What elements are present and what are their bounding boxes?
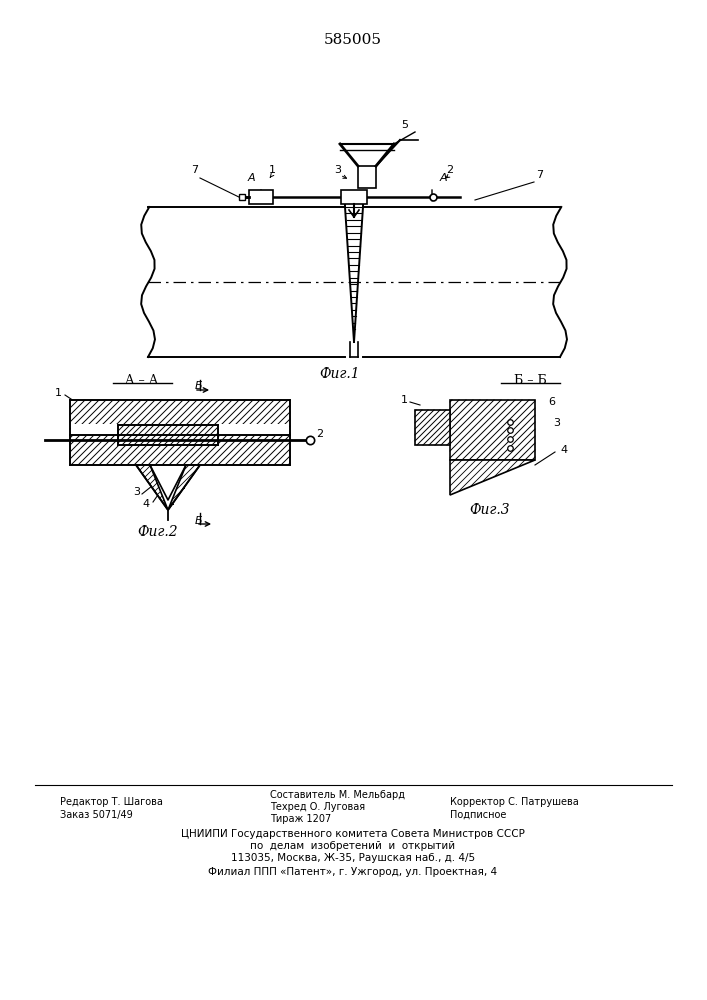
Text: А – А: А – А xyxy=(125,373,158,386)
Text: 585005: 585005 xyxy=(324,33,382,47)
PathPatch shape xyxy=(136,465,168,510)
Bar xyxy=(358,166,376,188)
Text: 3: 3 xyxy=(334,165,341,175)
Text: 113035, Москва, Ж-35, Раушская наб., д. 4/5: 113035, Москва, Ж-35, Раушская наб., д. … xyxy=(231,853,475,863)
Bar xyxy=(450,400,535,460)
Text: 2: 2 xyxy=(316,429,323,439)
Text: Корректор С. Патрушева: Корректор С. Патрушева xyxy=(450,797,579,807)
PathPatch shape xyxy=(450,460,535,495)
Text: 3: 3 xyxy=(133,487,140,497)
Text: 7: 7 xyxy=(537,170,544,180)
Text: 2: 2 xyxy=(446,165,454,175)
Text: Фиг.2: Фиг.2 xyxy=(138,525,178,539)
Text: Тираж 1207: Тираж 1207 xyxy=(270,814,332,824)
Text: Б – Б: Б – Б xyxy=(513,373,547,386)
Bar xyxy=(415,410,450,445)
Text: 1: 1 xyxy=(55,388,62,398)
Text: ЦНИИПИ Государственного комитета Совета Министров СССР: ЦНИИПИ Государственного комитета Совета … xyxy=(181,829,525,839)
Text: Фиг.1: Фиг.1 xyxy=(320,367,361,381)
Text: 7: 7 xyxy=(192,165,199,175)
Text: Подписное: Подписное xyxy=(450,810,506,820)
Text: Техред О. Луговая: Техред О. Луговая xyxy=(270,802,365,812)
Text: Б: Б xyxy=(195,516,203,526)
Text: 4: 4 xyxy=(560,445,567,455)
Bar xyxy=(239,194,245,200)
Bar xyxy=(70,435,290,465)
Text: по  делам  изобретений  и  открытий: по делам изобретений и открытий xyxy=(250,841,455,851)
Text: Составитель М. Мельбард: Составитель М. Мельбард xyxy=(270,790,405,800)
Text: Филиал ППП «Патент», г. Ужгород, ул. Проектная, 4: Филиал ППП «Патент», г. Ужгород, ул. Про… xyxy=(209,867,498,877)
Text: Заказ 5071/49: Заказ 5071/49 xyxy=(60,810,133,820)
Text: 4: 4 xyxy=(143,499,150,509)
Text: 1: 1 xyxy=(401,395,408,405)
Text: 3: 3 xyxy=(553,418,560,428)
Text: Редактор Т. Шагова: Редактор Т. Шагова xyxy=(60,797,163,807)
PathPatch shape xyxy=(168,465,200,510)
Bar xyxy=(71,424,289,436)
Text: А: А xyxy=(247,173,255,183)
Text: Фиг.3: Фиг.3 xyxy=(469,503,510,517)
Text: 1: 1 xyxy=(269,165,276,175)
Bar xyxy=(118,425,218,445)
Text: 6: 6 xyxy=(548,397,555,407)
Bar xyxy=(70,400,290,435)
Text: 5: 5 xyxy=(402,120,409,130)
Bar xyxy=(249,190,273,204)
Text: Б: Б xyxy=(195,381,203,391)
Text: А: А xyxy=(439,173,447,183)
Bar xyxy=(341,190,367,204)
